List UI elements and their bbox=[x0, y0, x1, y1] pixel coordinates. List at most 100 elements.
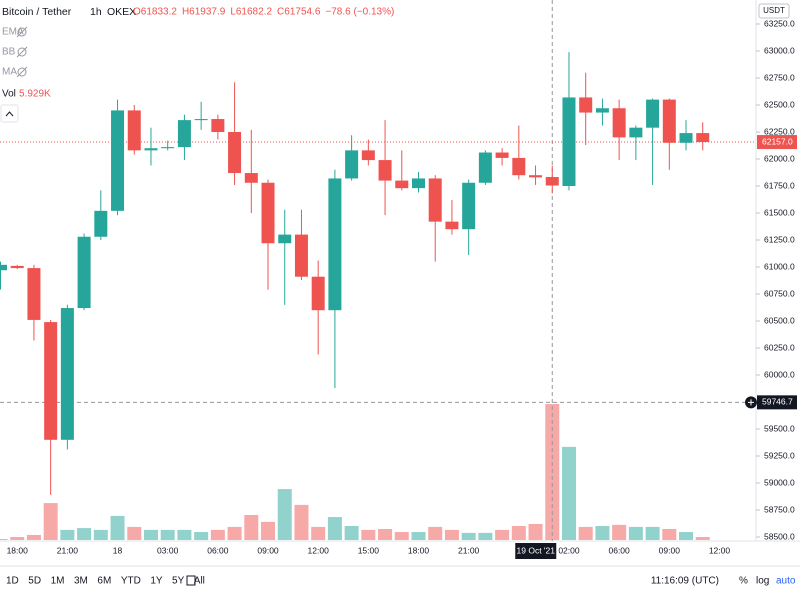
y-tick-label: 60750.0 bbox=[764, 288, 795, 298]
y-tick-label: 59500.0 bbox=[764, 423, 795, 433]
candle-body bbox=[512, 157, 526, 176]
x-tick-label: 06:00 bbox=[207, 545, 229, 555]
range-button[interactable]: 3M bbox=[74, 576, 88, 587]
x-tick-label: 12:00 bbox=[308, 545, 330, 555]
candle-body bbox=[228, 132, 242, 174]
scale-option[interactable]: auto bbox=[776, 576, 796, 587]
candle-body bbox=[662, 99, 676, 143]
goto-date-icon[interactable] bbox=[186, 575, 196, 586]
candle-body bbox=[361, 150, 375, 161]
candle-body bbox=[428, 178, 442, 222]
candle-body bbox=[478, 152, 492, 183]
y-tick-label: 62000.0 bbox=[764, 153, 795, 163]
y-tick-label: 61500.0 bbox=[764, 207, 795, 217]
ohlc-value: H61937.9 bbox=[182, 7, 226, 18]
candle-body bbox=[10, 265, 24, 269]
volume-bar bbox=[528, 523, 543, 540]
last-price-label: 62157.0 bbox=[762, 136, 793, 146]
ohlc-value: O61833.2 bbox=[133, 7, 177, 18]
volume-bar bbox=[361, 529, 376, 540]
candle-body bbox=[462, 182, 476, 230]
volume-bar bbox=[311, 526, 326, 540]
candle-body bbox=[44, 322, 58, 440]
x-tick-label: 12:00 bbox=[709, 545, 731, 555]
range-button[interactable]: 1M bbox=[51, 576, 65, 587]
volume-bar bbox=[478, 532, 493, 540]
volume-bar bbox=[261, 521, 276, 540]
volume-bar bbox=[60, 529, 75, 540]
candle-body bbox=[244, 173, 258, 183]
candle-body bbox=[562, 97, 576, 186]
range-button[interactable]: 1Y bbox=[150, 576, 163, 587]
y-tick-label: 62500.0 bbox=[764, 99, 795, 109]
candle-body bbox=[0, 264, 7, 271]
hidden-icon bbox=[17, 47, 27, 57]
indicator-name: BB bbox=[2, 47, 16, 58]
x-tick-label: 02:00 bbox=[558, 545, 580, 555]
y-tick-label: 61750.0 bbox=[764, 180, 795, 190]
interval: 1h bbox=[90, 6, 102, 18]
y-tick-label: 60000.0 bbox=[764, 369, 795, 379]
volume-bar bbox=[93, 529, 108, 540]
volume-bar bbox=[244, 514, 259, 540]
y-tick-label: 63000.0 bbox=[764, 45, 795, 55]
range-button[interactable]: 1D bbox=[6, 576, 19, 587]
range-button[interactable]: 5Y bbox=[172, 576, 185, 587]
indicator-name: MA bbox=[2, 67, 17, 78]
hidden-icon bbox=[17, 27, 27, 37]
volume-value: 5.929K bbox=[19, 89, 51, 100]
scale-option[interactable]: % bbox=[739, 576, 748, 587]
volume-bar bbox=[10, 537, 25, 540]
volume-name: Vol bbox=[2, 89, 16, 100]
x-tick-label: 09:00 bbox=[659, 545, 681, 555]
volume-bar bbox=[110, 515, 125, 540]
y-tick-label: 60250.0 bbox=[764, 342, 795, 352]
volume-bar bbox=[628, 526, 643, 540]
volume-bar bbox=[444, 529, 459, 540]
candle-body bbox=[127, 110, 141, 151]
candle-body bbox=[311, 276, 325, 311]
candle-body bbox=[177, 120, 191, 148]
exchange: OKEX bbox=[107, 6, 136, 18]
candle-body bbox=[261, 182, 275, 244]
y-tick-label: 59000.0 bbox=[764, 477, 795, 487]
volume-bar bbox=[344, 526, 359, 540]
clock: 11:16:09 (UTC) bbox=[651, 576, 719, 587]
candle-body bbox=[696, 133, 710, 143]
candle-body bbox=[445, 221, 459, 230]
volume-bar bbox=[0, 539, 8, 540]
candle-body bbox=[378, 160, 392, 181]
candle-body bbox=[529, 175, 543, 178]
candle-body bbox=[294, 234, 308, 277]
x-tick-label: 18 bbox=[113, 545, 123, 555]
candle-body bbox=[545, 177, 559, 186]
volume-bar bbox=[645, 526, 660, 540]
volume-bar bbox=[578, 526, 593, 540]
candle-body bbox=[27, 268, 41, 320]
x-tick-label: 21:00 bbox=[458, 545, 480, 555]
range-button[interactable]: All bbox=[194, 576, 205, 587]
crosshair-time-badge bbox=[515, 543, 557, 559]
candle-body bbox=[144, 148, 158, 151]
range-button[interactable]: YTD bbox=[121, 576, 141, 587]
volume-bar bbox=[277, 489, 292, 540]
candle-body bbox=[345, 150, 359, 179]
hidden-icon bbox=[17, 67, 27, 77]
candle-body bbox=[646, 99, 660, 128]
candle-body bbox=[679, 133, 693, 143]
range-button[interactable]: 6M bbox=[97, 576, 111, 587]
range-button[interactable]: 5D bbox=[28, 576, 41, 587]
candle-body bbox=[579, 97, 593, 113]
scale-option[interactable]: log bbox=[756, 576, 769, 587]
collapse-icon bbox=[5, 111, 14, 117]
last-price-badge bbox=[757, 135, 797, 150]
candle-body bbox=[328, 178, 342, 311]
symbol: Bitcoin / Tether bbox=[2, 6, 72, 18]
crosshair-price-badge bbox=[757, 395, 797, 410]
volume-bar bbox=[127, 526, 142, 540]
volume-bar bbox=[378, 528, 393, 540]
collapse-button[interactable] bbox=[0, 104, 19, 123]
x-tick-label: 06:00 bbox=[608, 545, 630, 555]
